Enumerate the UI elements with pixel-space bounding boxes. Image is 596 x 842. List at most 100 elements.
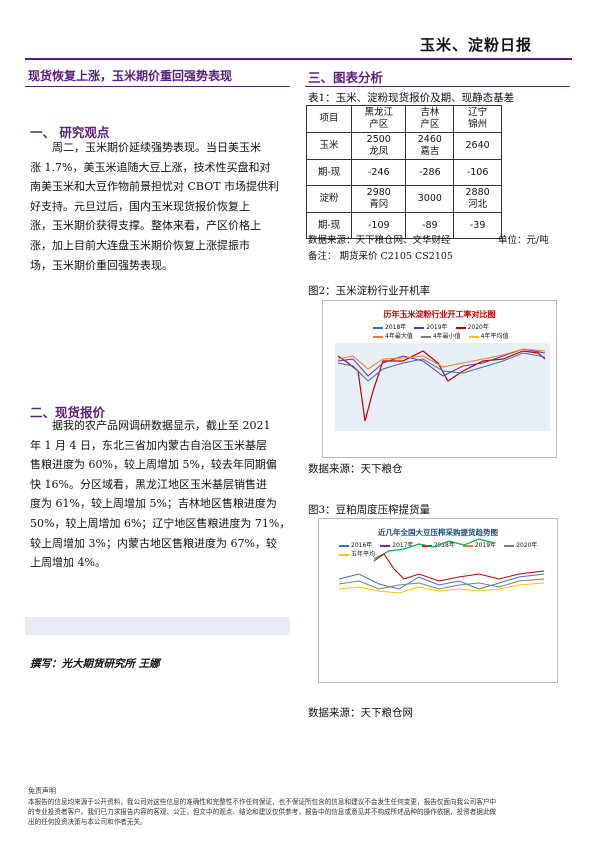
text-line: 较上周增加 3%；内蒙古地区售粮进度为 67%，较 <box>30 536 277 550</box>
cell-text: 黑龙江 <box>364 107 394 118</box>
legend-swatch <box>468 335 479 338</box>
text-line: 上周增加 4%。 <box>30 556 106 570</box>
disclaimer-heading: 免责声明 <box>28 787 56 795</box>
text-line: 涨 1.7%，美玉米追随大豆上涨，技术性买盘和对 <box>30 160 271 174</box>
table-cell: 3000 <box>405 185 455 213</box>
disclaimer: 本报告的信息均来源于公开资料，我公司对这些信息的准确性和完整性不作任何保证，也不… <box>28 797 496 827</box>
legend-item: 4年最小值 <box>420 332 461 341</box>
text-line: 本报告的信息均来源于公开资料，我公司对这些信息的准确性和完整性不作任何保证，也不… <box>28 798 497 806</box>
text-line: 场，玉米期价重回强势表现。 <box>30 258 173 272</box>
cell-text: 3000 <box>417 193 442 204</box>
legend-label: 五年平均 <box>351 551 376 558</box>
figure-image: 历年玉米淀粉行业开工率对比图 2018年 2019年 2020年 4年最大值 4年最小值… <box>322 300 557 458</box>
legend: 2018年 2019年 2020年 4年最大值 4年最小值 4年平均值 <box>373 323 543 341</box>
report-title: 玉米、淀粉日报 <box>420 36 533 54</box>
table-row: 淀粉 2980 青冈 3000 2880 河北 <box>305 185 502 213</box>
legend-swatch <box>380 544 391 547</box>
figure-caption: 图3：豆粕周度压榨提货量 <box>308 504 431 516</box>
text-line: 年 1 月 4 日，东北三省加内蒙古自治区玉米基层 <box>30 438 267 452</box>
source: 数据来源：天下粮仓网、文华财经 <box>308 235 451 246</box>
table-cell: 2460 嘉吉 <box>405 132 455 160</box>
table-cell: 玉米 <box>305 132 353 160</box>
table-cell: -106 <box>453 159 502 186</box>
table-caption: 表1：玉米、淀粉现货报价及期、现静态基差 <box>308 92 515 104</box>
table-cell: 2640 <box>453 132 502 160</box>
legend-swatch <box>339 544 349 547</box>
figure-lines <box>335 343 550 431</box>
cell-text: 龙凤 <box>369 146 389 157</box>
headline: 现货恢复上涨，玉米期价重回强势表现 <box>28 69 233 83</box>
legend-label: 2019年 <box>426 324 448 331</box>
table-cell: -109 <box>351 212 407 239</box>
unit: 单位：元/吨 <box>498 235 549 246</box>
table-cell: 期-现 <box>305 159 353 186</box>
legend-label: 2018年 <box>433 542 455 549</box>
table-cell: 淀粉 <box>305 185 353 213</box>
legend-swatch <box>504 544 515 547</box>
legend-swatch <box>420 335 431 338</box>
legend-swatch <box>373 335 383 338</box>
legend-item: 4年平均值 <box>468 332 509 341</box>
legend-label: 4年平均值 <box>480 333 509 340</box>
text-line: 涨，玉米期价获得支撑。整体来看，产区价格上 <box>30 219 261 233</box>
legend-item: 2017年 <box>380 541 414 550</box>
legend-item: 2016年 <box>339 541 372 550</box>
table-cell: 2500 龙凤 <box>351 132 407 160</box>
cell-text: 产区 <box>420 119 440 130</box>
text-line: 好支持。元旦过后，国内玉米现货报价恢复上 <box>30 199 250 213</box>
legend-label: 2017年 <box>392 542 414 549</box>
cell-text: 期-现 <box>317 219 341 231</box>
cell-text: -246 <box>367 166 390 178</box>
text-line: 出的任何投资决策与本公司和作者无关。 <box>28 818 147 826</box>
text-line: 的专业投资者客户。我们已力求报告内容的客观、公正，但文中的观点、结论和建议仅供参… <box>28 808 497 816</box>
legend-item: 2020年 <box>504 541 537 550</box>
legend-swatch <box>462 544 473 547</box>
table-cell: 2880 河北 <box>453 185 502 213</box>
cell-text: 2980 <box>366 187 391 198</box>
cell-text: 玉米 <box>319 140 339 151</box>
header-rule <box>25 58 572 60</box>
header-cell: 吉林 产区 <box>405 105 455 133</box>
section-heading: 三、图表分析 <box>308 70 384 85</box>
cell-text: 期-现 <box>317 166 341 178</box>
text-line: 快 16%。分区域看，黑龙江地区玉米基层销售进 <box>30 477 267 491</box>
legend-swatch <box>339 553 349 556</box>
figure-title: 近几年全国大豆压榨采购提货趋势图 <box>378 528 498 537</box>
author: 撰写：光大期货研究所 王娜 <box>30 658 160 670</box>
legend-label: 2020年 <box>467 324 489 331</box>
paragraph: 据我的农产品网调研数据显示，截止至 2021 年 1 月 4 日，东北三省加内蒙古… <box>30 416 292 573</box>
cell-text: 河北 <box>468 199 488 210</box>
cell-text: 2460 <box>417 134 442 145</box>
table-cell: -246 <box>351 159 407 186</box>
text-line: 涨，加上目前大连盘玉米期价恢复上涨提振市 <box>30 238 250 252</box>
legend-label: 2016年 <box>351 542 373 549</box>
legend-item: 4年最大值 <box>373 332 413 341</box>
cell-text: 吉林 <box>420 107 440 118</box>
text-line: 50%，较上周增加 6%；辽宁地区售粮进度为 71%， <box>30 516 291 530</box>
text-line: 南美玉米和大豆作物前景担忧对 CBOT 市场提供利 <box>30 180 280 194</box>
legend-item: 2019年 <box>462 541 496 550</box>
table-row: 期-现 -109 -89 -39 <box>305 212 502 239</box>
source: 数据来源：天下粮仓 <box>308 463 403 475</box>
figure-title: 历年玉米淀粉行业开工率对比图 <box>383 310 496 319</box>
table-cell: -286 <box>405 159 455 186</box>
cell-text: -89 <box>422 219 438 231</box>
cell-text: 2640 <box>465 140 490 151</box>
source: 数据来源：天下粮仓网 <box>308 707 413 719</box>
header-cell: 项目 <box>305 105 353 133</box>
rule <box>305 86 570 87</box>
legend-swatch <box>455 326 466 329</box>
cell-text: -286 <box>419 166 441 178</box>
header-cell: 辽宁 锦州 <box>453 105 502 133</box>
header-cell: 黑龙江 产区 <box>351 105 407 133</box>
cell-text: -39 <box>469 219 486 231</box>
legend-label: 4年最大值 <box>385 333 413 340</box>
cell-text: 2880 <box>465 187 490 198</box>
price-table: 项目 黑龙江 产区 吉林 产区 辽宁 锦州 玉米 2500 龙凤 2460 嘉吉 2640 期-现 -246… <box>305 105 502 239</box>
table-cell: 2980 青冈 <box>351 185 407 213</box>
legend-swatch <box>373 326 383 329</box>
table-row: 期-现 -246 -286 -106 <box>305 159 502 186</box>
legend-item: 2020年 <box>455 323 489 332</box>
note: 备注： 期货采价 C2105 CS2105 <box>308 251 453 262</box>
